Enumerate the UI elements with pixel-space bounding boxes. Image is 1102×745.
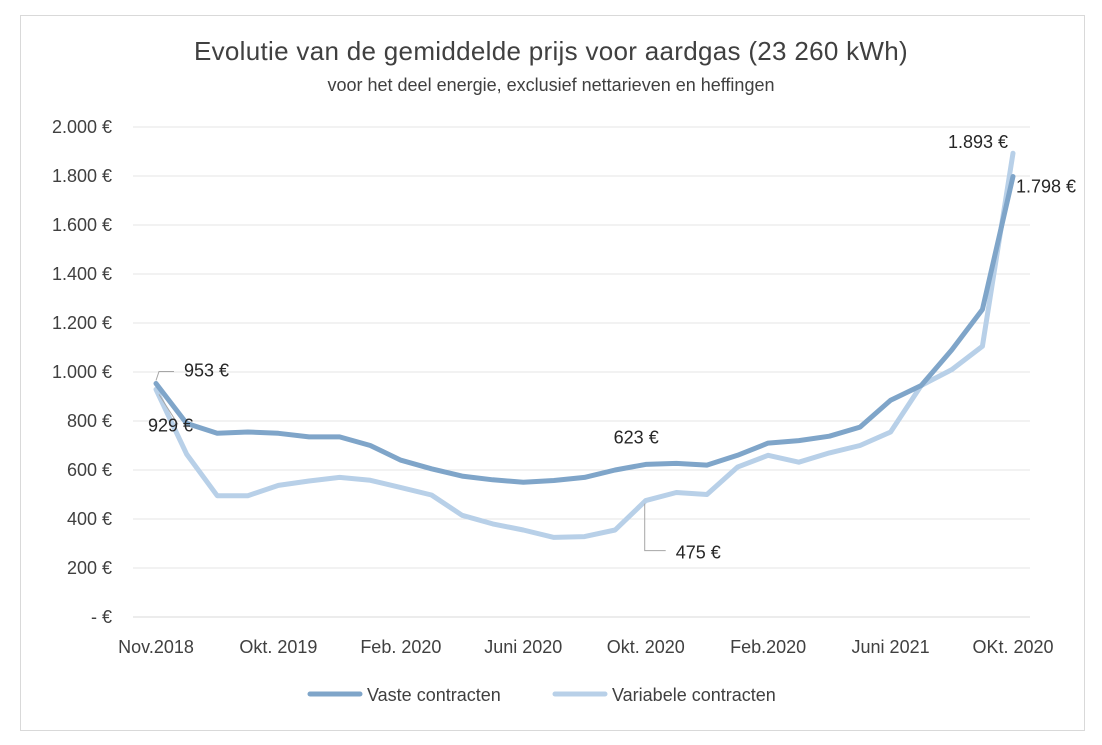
x-tick-label: Okt. 2020	[607, 637, 685, 657]
chart-title: Evolutie van de gemiddelde prijs voor aa…	[193, 36, 908, 66]
x-tick-label: Okt. 2019	[239, 637, 317, 657]
y-tick-label: 600 €	[67, 460, 112, 480]
y-tick-label: 1.800 €	[52, 166, 112, 186]
data-label: 929 €	[148, 415, 193, 435]
data-label: 1.798 €	[1016, 176, 1076, 196]
data-labels: 953 € 929 € 623 € 475 € 1.893 € 1.798 €	[148, 132, 1076, 562]
x-tick-label: Juni 2020	[484, 637, 562, 657]
legend: Vaste contracten Variabele contracten	[307, 685, 776, 705]
series-lines	[153, 150, 1016, 540]
legend-label: Vaste contracten	[367, 685, 501, 705]
leader-line	[158, 394, 179, 425]
chart-subtitle: voor het deel energie, exclusief nettari…	[327, 75, 775, 95]
y-tick-label: 1.600 €	[52, 215, 112, 235]
y-axis-ticks: - € 200 € 400 € 600 € 800 € 1.000 € 1.200 € 1.4…	[52, 117, 112, 627]
y-tick-label: - €	[91, 607, 112, 627]
data-label: 1.893 €	[948, 132, 1008, 152]
chart-frame	[20, 15, 1085, 731]
x-tick-label: Juni 2021	[852, 637, 930, 657]
y-tick-label: 400 €	[67, 509, 112, 529]
x-tick-label: OKt. 2020	[972, 637, 1053, 657]
x-axis-ticks: Nov.2018 Okt. 2019 Feb. 2020 Juni 2020 Okt. …	[118, 637, 1053, 657]
y-tick-label: 1.400 €	[52, 264, 112, 284]
legend-label: Variabele contracten	[612, 685, 776, 705]
y-tick-label: 1.200 €	[52, 313, 112, 333]
data-label: 623 €	[614, 427, 659, 447]
x-tick-label: Nov.2018	[118, 637, 194, 657]
data-label: 475 €	[676, 543, 721, 563]
y-tick-label: 800 €	[67, 411, 112, 431]
x-tick-label: Feb.2020	[730, 637, 806, 657]
data-label: 953 €	[184, 361, 229, 381]
series-line-vaste-contracten	[153, 174, 1016, 485]
gridlines	[133, 126, 1030, 618]
x-tick-label: Feb. 2020	[360, 637, 441, 657]
y-tick-label: 1.000 €	[52, 362, 112, 382]
leader-line	[155, 371, 174, 381]
y-tick-label: 200 €	[67, 558, 112, 578]
leader-line	[644, 503, 666, 552]
y-tick-label: 2.000 €	[52, 117, 112, 137]
series-line-variabele-contracten	[153, 150, 1016, 540]
